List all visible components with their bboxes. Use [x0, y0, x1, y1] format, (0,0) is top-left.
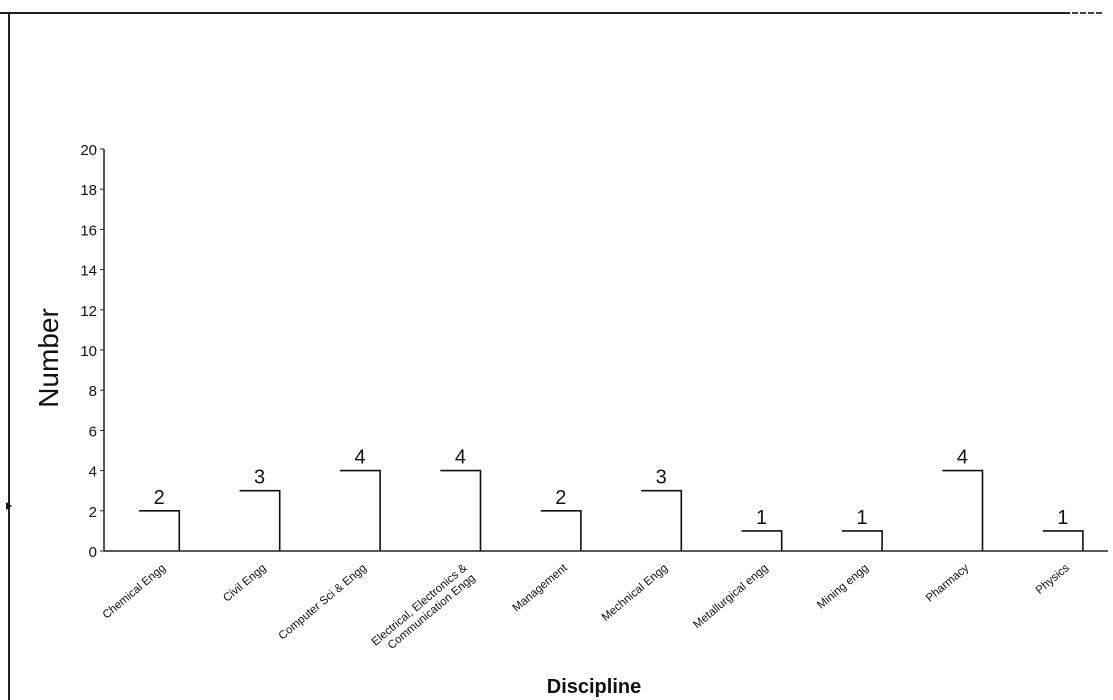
x-tick-label: Computer Sci & Engg — [277, 562, 369, 642]
x-tick-label: Physics — [1034, 562, 1072, 597]
x-tick-label: Civil Engg — [221, 562, 268, 604]
y-tick-label: 14 — [80, 263, 97, 280]
x-tick-label: Mechnical Engg — [600, 562, 670, 624]
bar-value-label: 4 — [957, 447, 968, 469]
bar-value-label: 1 — [1057, 507, 1068, 529]
bar — [942, 469, 984, 551]
bar — [540, 510, 582, 551]
y-tick-label: 2 — [89, 504, 97, 521]
y-tick-labels: 0 2 4 6 8 10 12 14 16 18 20 — [80, 142, 97, 561]
y-tick-label: 20 — [80, 142, 97, 159]
frame-left-border — [8, 12, 10, 700]
bar — [1042, 530, 1084, 551]
x-tick-label: Management — [511, 562, 571, 615]
y-tick-label: 6 — [89, 423, 97, 440]
x-tick-label: Pharmacy — [924, 562, 972, 605]
bar-value-label: 2 — [555, 487, 566, 509]
bar-value-label: 2 — [154, 487, 165, 509]
x-axis-title: Discipline — [547, 676, 641, 698]
x-tick-labels: Chemical Engg Civil Engg Computer Sci & En… — [101, 562, 1072, 659]
bar — [239, 489, 281, 551]
y-tick-label: 16 — [80, 222, 97, 239]
y-axis — [100, 148, 105, 552]
frame-top-border-dashed — [1072, 12, 1102, 14]
bar — [139, 510, 181, 551]
y-tick-label: 4 — [89, 464, 97, 481]
bar-value-label: 3 — [254, 467, 265, 489]
bar — [841, 530, 883, 551]
data-labels: 2 3 4 4 2 3 1 1 4 1 — [154, 447, 1069, 529]
bar — [741, 530, 783, 551]
y-axis-title: Number — [33, 308, 64, 408]
x-tick-label: Metallurgical engg — [691, 562, 770, 631]
bar-value-label: 3 — [656, 467, 667, 489]
x-tick-label: Mining engg — [815, 562, 871, 611]
y-tick-label: 0 — [89, 544, 97, 561]
y-tick-label: 18 — [80, 182, 97, 199]
x-tick-label: Chemical Engg — [101, 562, 168, 621]
bar — [440, 469, 482, 551]
bar — [339, 469, 381, 551]
bar-value-label: 1 — [756, 507, 767, 529]
frame-top-border — [0, 12, 1070, 14]
x-tick-label: Electrical, Electronics &Communication E… — [370, 562, 478, 659]
bar-value-label: 4 — [354, 447, 365, 469]
frame-marker-icon — [6, 502, 12, 510]
y-tick-label: 10 — [80, 343, 97, 360]
bars — [139, 469, 1084, 551]
y-tick-label: 12 — [80, 303, 97, 320]
bar-value-label: 4 — [455, 447, 466, 469]
bar-value-label: 1 — [856, 507, 867, 529]
bar — [641, 489, 683, 551]
y-tick-label: 8 — [89, 383, 97, 400]
